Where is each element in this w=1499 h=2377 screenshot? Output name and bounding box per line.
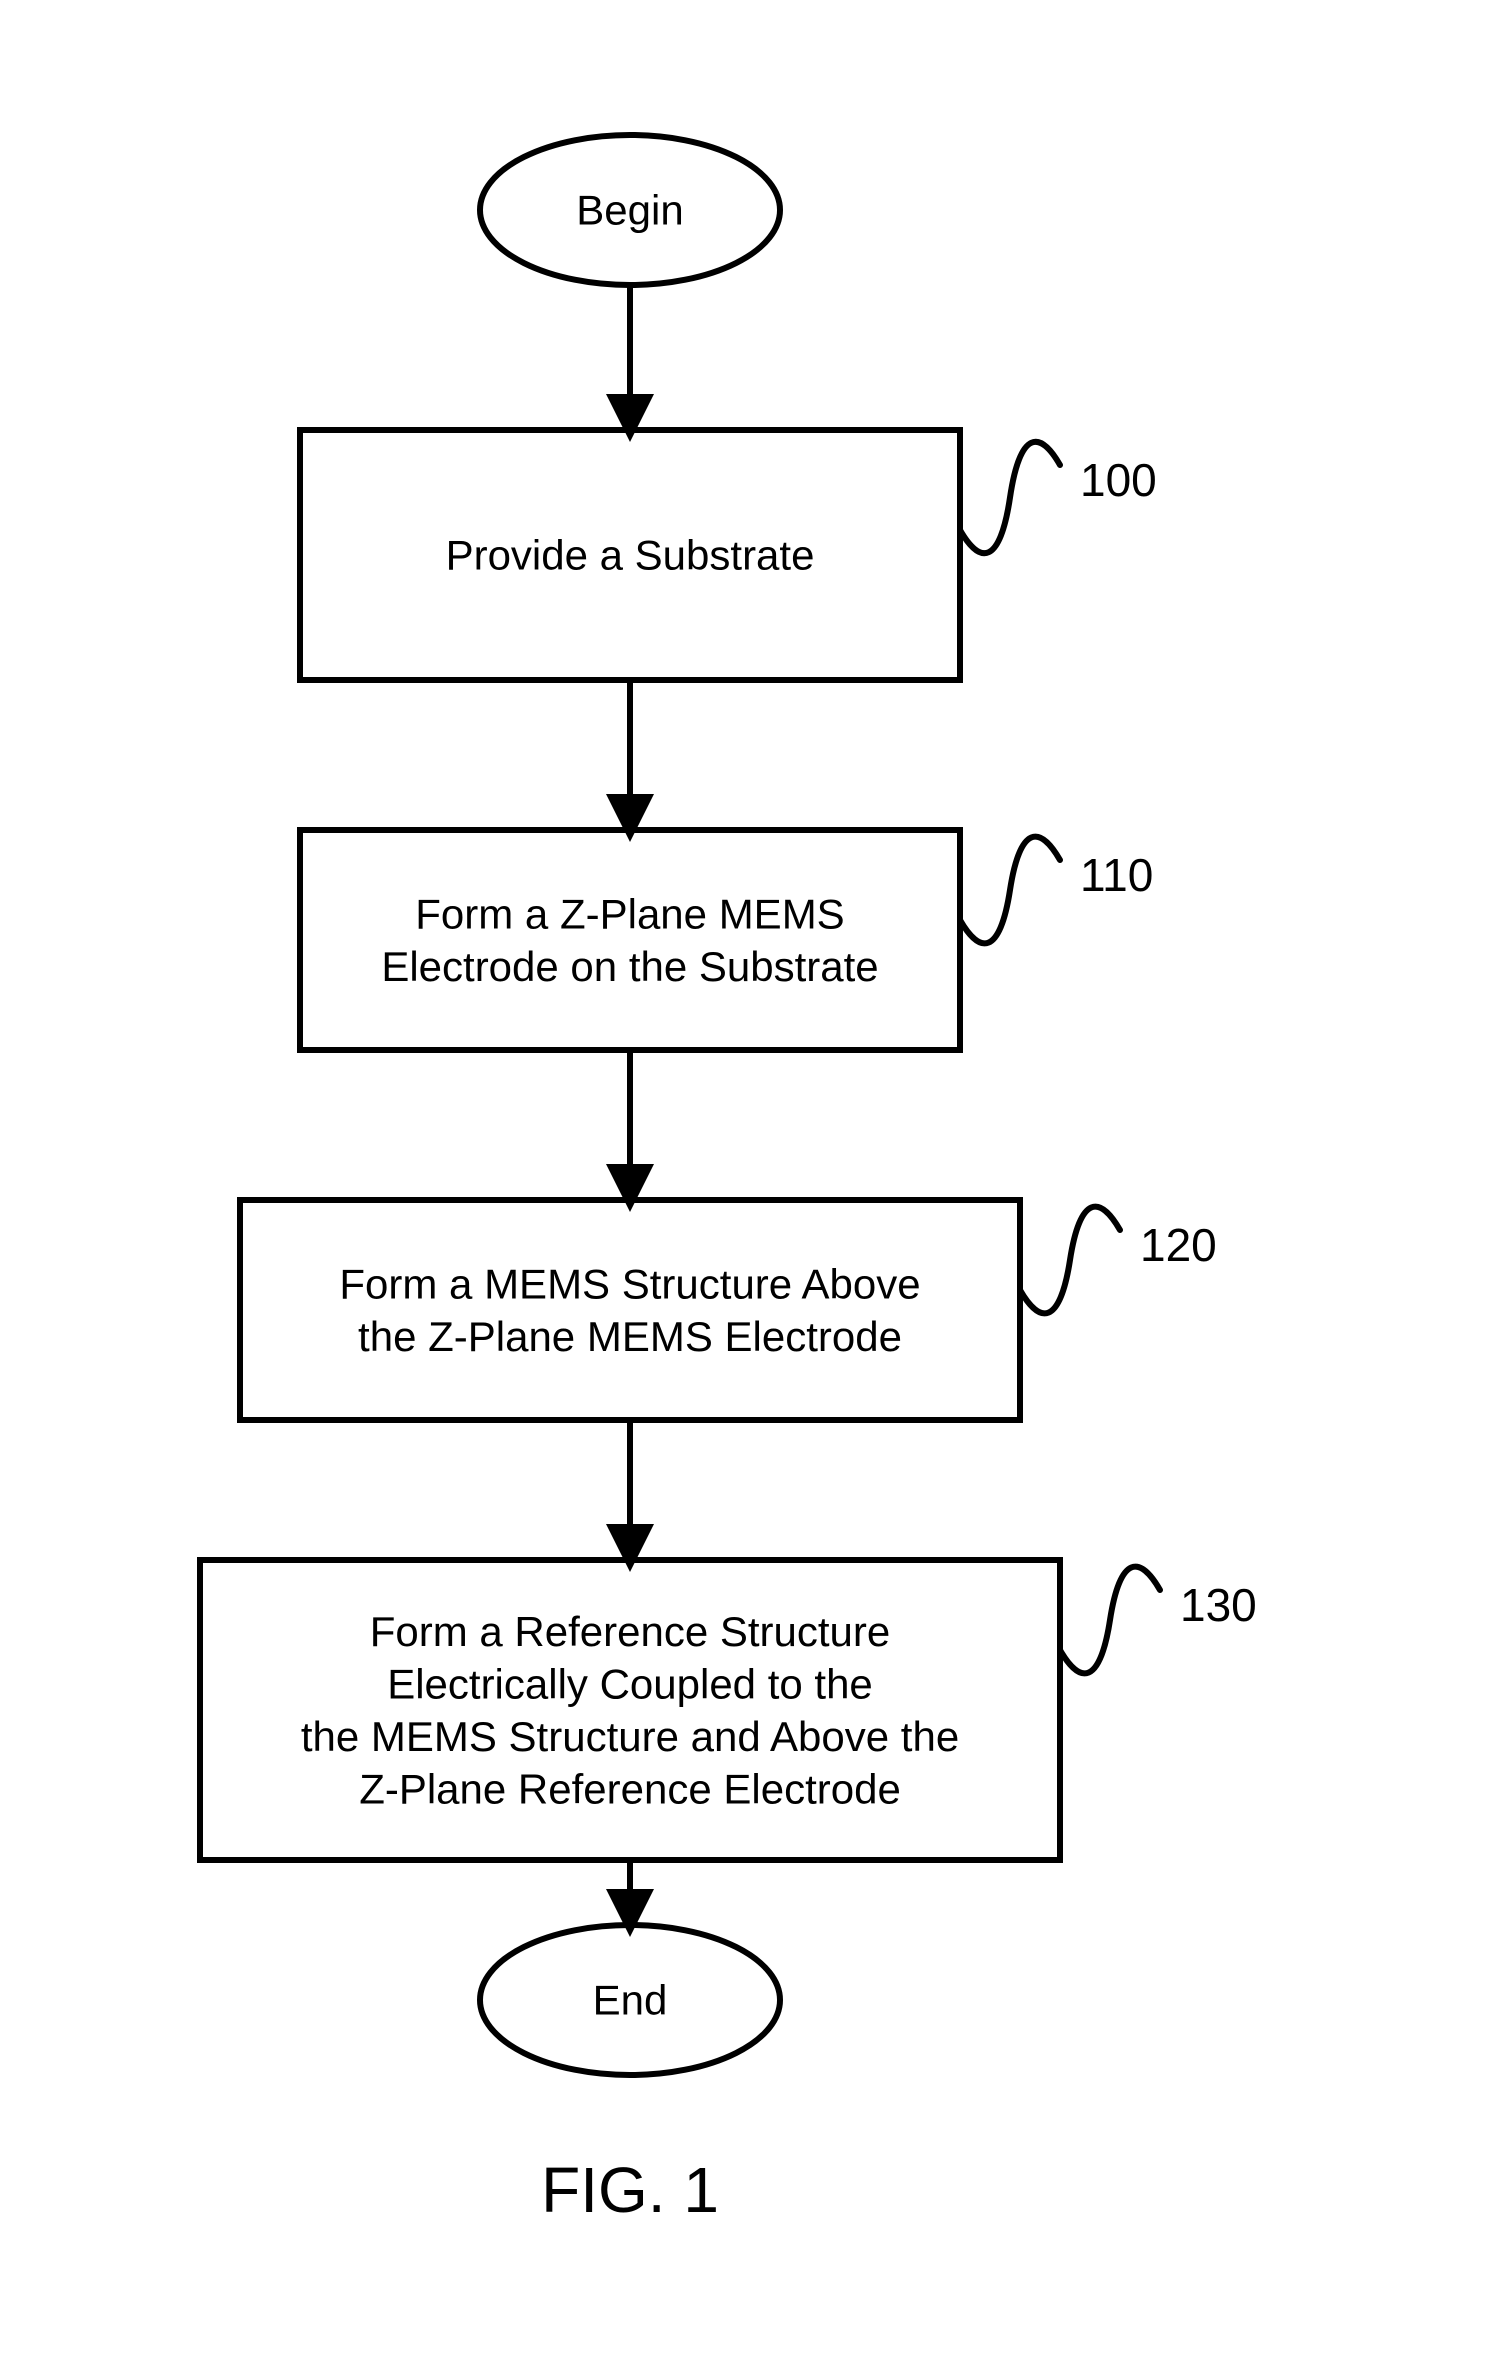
step-130-text-line-0: Form a Reference Structure bbox=[370, 1608, 891, 1655]
step-120-box bbox=[240, 1200, 1020, 1420]
step-130-text-line-2: the MEMS Structure and Above the bbox=[301, 1713, 959, 1760]
step-110-box bbox=[300, 830, 960, 1050]
step-130-ref-label: 130 bbox=[1180, 1579, 1257, 1631]
step-110-text-line-0: Form a Z-Plane MEMS bbox=[415, 890, 844, 937]
begin-label: Begin bbox=[576, 187, 683, 234]
step-120-text-line-0: Form a MEMS Structure Above bbox=[339, 1260, 920, 1307]
step-100-text-line-0: Provide a Substrate bbox=[446, 532, 815, 579]
step-130-leader bbox=[1060, 1567, 1160, 1674]
step-110-ref-label: 110 bbox=[1080, 849, 1153, 901]
step-110-leader bbox=[960, 837, 1060, 944]
step-120-ref-label: 120 bbox=[1140, 1219, 1217, 1271]
step-130-text-line-1: Electrically Coupled to the bbox=[387, 1660, 873, 1707]
end-label: End bbox=[593, 1977, 668, 2024]
step-130-box bbox=[200, 1560, 1060, 1860]
step-120-leader bbox=[1020, 1207, 1120, 1314]
step-110-text-line-1: Electrode on the Substrate bbox=[381, 943, 878, 990]
step-120-text-line-1: the Z-Plane MEMS Electrode bbox=[358, 1313, 902, 1360]
figure-caption: FIG. 1 bbox=[541, 2154, 719, 2226]
step-130-text-line-3: Z-Plane Reference Electrode bbox=[359, 1765, 901, 1812]
step-100-ref-label: 100 bbox=[1080, 454, 1157, 506]
step-100-leader bbox=[960, 442, 1060, 553]
